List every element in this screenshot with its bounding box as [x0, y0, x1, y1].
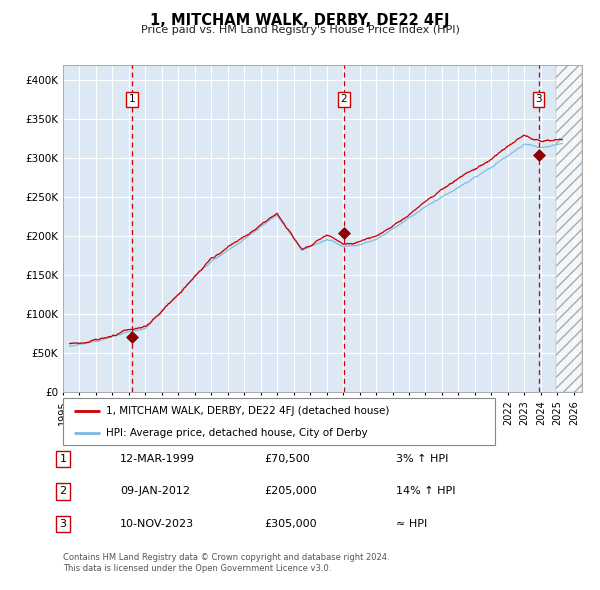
Text: 10-NOV-2023: 10-NOV-2023 [120, 519, 194, 529]
Text: 1: 1 [129, 94, 136, 104]
Text: £70,500: £70,500 [264, 454, 310, 464]
Text: 3% ↑ HPI: 3% ↑ HPI [396, 454, 448, 464]
Text: 14% ↑ HPI: 14% ↑ HPI [396, 487, 455, 496]
Text: 09-JAN-2012: 09-JAN-2012 [120, 487, 190, 496]
Text: 2: 2 [340, 94, 347, 104]
Bar [556, 65, 582, 392]
Text: This data is licensed under the Open Government Licence v3.0.: This data is licensed under the Open Gov… [63, 565, 331, 573]
Text: 2: 2 [59, 487, 67, 496]
Text: HPI: Average price, detached house, City of Derby: HPI: Average price, detached house, City… [106, 428, 368, 438]
Text: Contains HM Land Registry data © Crown copyright and database right 2024.: Contains HM Land Registry data © Crown c… [63, 553, 389, 562]
Text: 1, MITCHAM WALK, DERBY, DE22 4FJ: 1, MITCHAM WALK, DERBY, DE22 4FJ [150, 13, 450, 28]
Text: Price paid vs. HM Land Registry's House Price Index (HPI): Price paid vs. HM Land Registry's House … [140, 25, 460, 35]
Text: 1, MITCHAM WALK, DERBY, DE22 4FJ (detached house): 1, MITCHAM WALK, DERBY, DE22 4FJ (detach… [106, 406, 389, 416]
Bar [556, 65, 582, 392]
Text: £205,000: £205,000 [264, 487, 317, 496]
Text: ≈ HPI: ≈ HPI [396, 519, 427, 529]
Text: £305,000: £305,000 [264, 519, 317, 529]
Text: 1: 1 [59, 454, 67, 464]
Text: 3: 3 [535, 94, 542, 104]
Text: 12-MAR-1999: 12-MAR-1999 [120, 454, 195, 464]
Text: 3: 3 [59, 519, 67, 529]
